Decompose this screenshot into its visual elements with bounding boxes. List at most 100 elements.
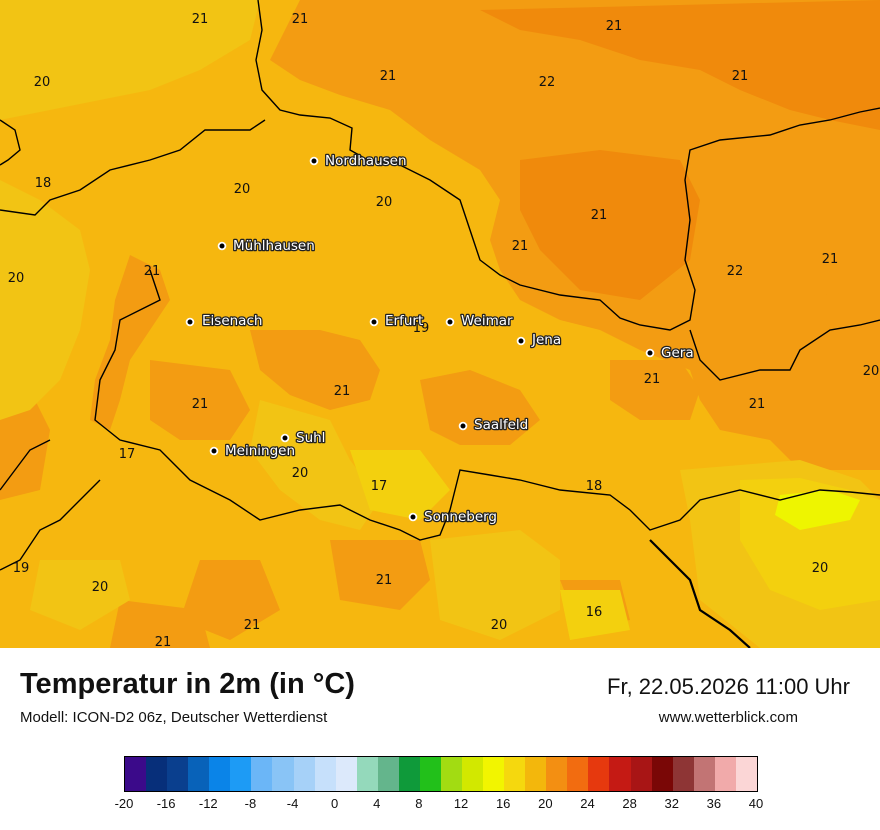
forecast-datetime: Fr, 22.05.2026 11:00 Uhr — [607, 674, 850, 699]
map-title: Temperatur in 2m (in °C) — [20, 668, 355, 700]
city-label-muehlhausen: Mühlhausen — [233, 238, 315, 254]
value-label: 21 — [192, 397, 209, 412]
legend-swatch — [188, 757, 210, 791]
legend-swatch — [440, 757, 462, 791]
legend-tick-label: 4 — [373, 796, 381, 811]
city-dot-saalfeld — [458, 421, 468, 431]
region-22-layer — [480, 0, 880, 300]
value-label: 21 — [376, 573, 393, 588]
legend-swatch — [693, 757, 715, 791]
region-16-patch — [775, 490, 860, 530]
legend-tick-label: 24 — [580, 796, 595, 811]
legend-tick-label: 12 — [453, 796, 469, 811]
city-dot-suhl — [280, 433, 290, 443]
value-label: 20 — [292, 466, 309, 481]
value-label: 20 — [376, 195, 393, 210]
value-label: 22 — [727, 264, 744, 279]
legend-tick-label: -4 — [286, 796, 299, 811]
city-dot-sonneberg — [408, 512, 418, 522]
value-label: 20 — [491, 618, 508, 633]
legend-swatch — [377, 757, 399, 791]
legend-swatch — [167, 757, 189, 791]
city-markers: Nordhausen Mühlhausen Eisenach Erfurt We… — [185, 152, 695, 526]
value-label: 18 — [35, 176, 52, 191]
legend-swatch — [335, 757, 357, 791]
legend-swatch — [209, 757, 231, 791]
legend-tick-label: -8 — [244, 796, 257, 811]
value-label: 21 — [606, 19, 623, 34]
legend-swatch — [546, 757, 568, 791]
value-label: 21 — [244, 618, 261, 633]
city-label-nordhausen: Nordhausen — [325, 153, 407, 169]
legend-swatch — [714, 757, 736, 791]
legend-swatch — [356, 757, 378, 791]
legend-swatch — [146, 757, 168, 791]
city-dot-nordhausen — [309, 156, 319, 166]
value-label: 18 — [586, 479, 603, 494]
city-dot-weimar — [445, 317, 455, 327]
value-label: 20 — [34, 75, 51, 90]
city-label-suhl: Suhl — [296, 430, 325, 446]
value-label: 20 — [8, 271, 25, 286]
legend-tick-label: -12 — [198, 796, 218, 811]
value-label: 21 — [732, 69, 749, 84]
legend-tick-label: 8 — [415, 796, 423, 811]
value-label: 21 — [591, 208, 608, 223]
legend-swatch — [314, 757, 336, 791]
legend-swatch — [251, 757, 273, 791]
legend-swatch — [735, 757, 757, 791]
value-label: 21 — [644, 372, 661, 387]
value-label: 22 — [539, 75, 556, 90]
legend-swatch — [230, 757, 252, 791]
value-label: 21 — [192, 12, 209, 27]
value-label: 20 — [863, 364, 880, 379]
city-label-erfurt: Erfurt — [385, 313, 423, 329]
map-footer: Temperatur in 2m (in °C) Modell: ICON-D2… — [0, 648, 880, 830]
color-scale-legend — [124, 756, 758, 792]
legend-swatch — [462, 757, 484, 791]
city-dot-eisenach — [185, 317, 195, 327]
legend-tick-label: 16 — [495, 796, 511, 811]
city-dot-jena — [516, 336, 526, 346]
legend-tick-label: 0 — [331, 796, 339, 811]
value-label: 16 — [586, 605, 603, 620]
color-scale-ticks: -20 -16 -12 -8 -4 0 4 8 12 16 20 24 28 32 36 40 — [115, 796, 764, 816]
city-label-sonneberg: Sonneberg — [424, 509, 497, 525]
city-label-weimar: Weimar — [461, 313, 513, 329]
value-label: 21 — [144, 264, 161, 279]
website-link[interactable]: www.wetterblick.com — [658, 709, 798, 726]
state-borders — [0, 0, 880, 648]
value-label: 21 — [512, 239, 529, 254]
legend-tick-label: 20 — [538, 796, 553, 811]
city-dot-erfurt — [369, 317, 379, 327]
value-label: 17 — [119, 447, 136, 462]
city-label-eisenach: Eisenach — [202, 313, 262, 329]
model-info: Modell: ICON-D2 06z, Deutscher Wetterdie… — [20, 709, 328, 726]
city-dot-gera — [645, 348, 655, 358]
legend-swatch — [125, 757, 147, 791]
value-label: 17 — [371, 479, 388, 494]
legend-swatch — [398, 757, 420, 791]
value-label: 21 — [380, 69, 397, 84]
legend-swatch — [419, 757, 441, 791]
legend-tick-label: 32 — [664, 796, 679, 811]
legend-swatch — [651, 757, 673, 791]
legend-tick-label: 36 — [706, 796, 722, 811]
temperature-map: 21 21 21 20 21 22 21 18 20 20 21 21 20 2… — [0, 0, 880, 648]
legend-swatch — [630, 757, 652, 791]
value-label: 21 — [334, 384, 351, 399]
legend-swatch — [672, 757, 694, 791]
legend-swatch — [293, 757, 315, 791]
value-label: 20 — [234, 182, 251, 197]
legend-swatch — [483, 757, 505, 791]
value-label: 20 — [92, 580, 109, 595]
city-label-gera: Gera — [661, 345, 694, 361]
city-dot-meiningen — [209, 446, 219, 456]
legend-swatch — [272, 757, 294, 791]
legend-tick-label: -16 — [156, 796, 176, 811]
value-label: 19 — [413, 321, 430, 336]
city-dot-muehlhausen — [217, 241, 227, 251]
value-label: 21 — [292, 12, 309, 27]
city-label-jena: Jena — [531, 332, 561, 348]
value-label: 19 — [13, 561, 30, 576]
